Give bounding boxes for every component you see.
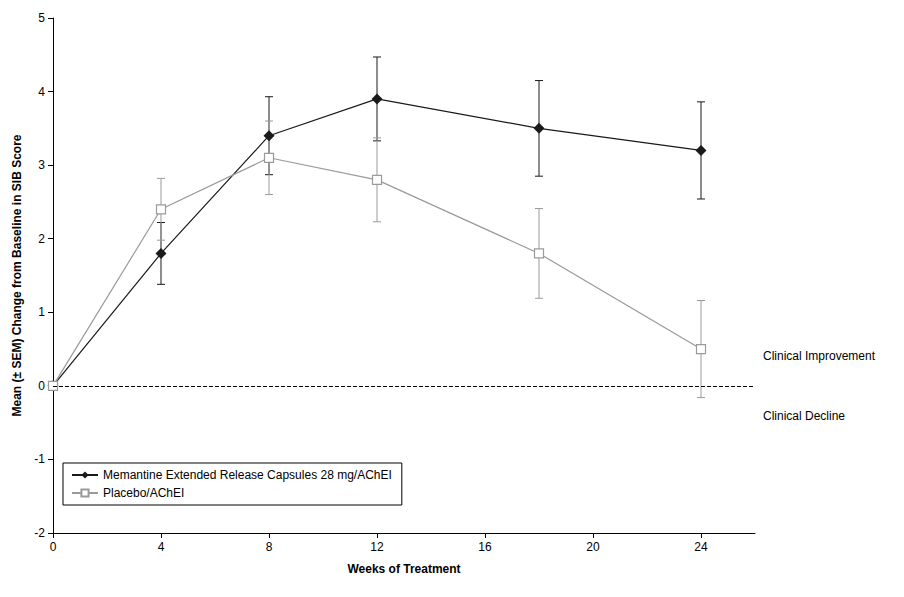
svg-text:0: 0 (50, 540, 57, 554)
svg-text:3: 3 (38, 158, 45, 172)
svg-text:8: 8 (266, 540, 273, 554)
svg-text:12: 12 (370, 540, 384, 554)
svg-text:Placebo/AChEI: Placebo/AChEI (103, 486, 184, 500)
svg-text:16: 16 (478, 540, 492, 554)
svg-text:-1: -1 (34, 452, 45, 466)
svg-text:0: 0 (38, 379, 45, 393)
svg-text:Memantine Extended Release Cap: Memantine Extended Release Capsules 28 m… (103, 468, 392, 482)
svg-text:20: 20 (586, 540, 600, 554)
svg-text:Mean (± SEM) Change from Basel: Mean (± SEM) Change from Baseline in SIB… (10, 134, 24, 416)
svg-text:24: 24 (694, 540, 708, 554)
svg-text:Weeks of Treatment: Weeks of Treatment (347, 562, 460, 576)
svg-text:2: 2 (38, 232, 45, 246)
svg-text:5: 5 (38, 11, 45, 25)
svg-text:-2: -2 (34, 526, 45, 540)
svg-text:Clinical Decline: Clinical Decline (763, 409, 845, 423)
svg-text:4: 4 (38, 85, 45, 99)
svg-text:Clinical Improvement: Clinical Improvement (763, 349, 876, 363)
svg-text:1: 1 (38, 305, 45, 319)
svg-text:4: 4 (158, 540, 165, 554)
